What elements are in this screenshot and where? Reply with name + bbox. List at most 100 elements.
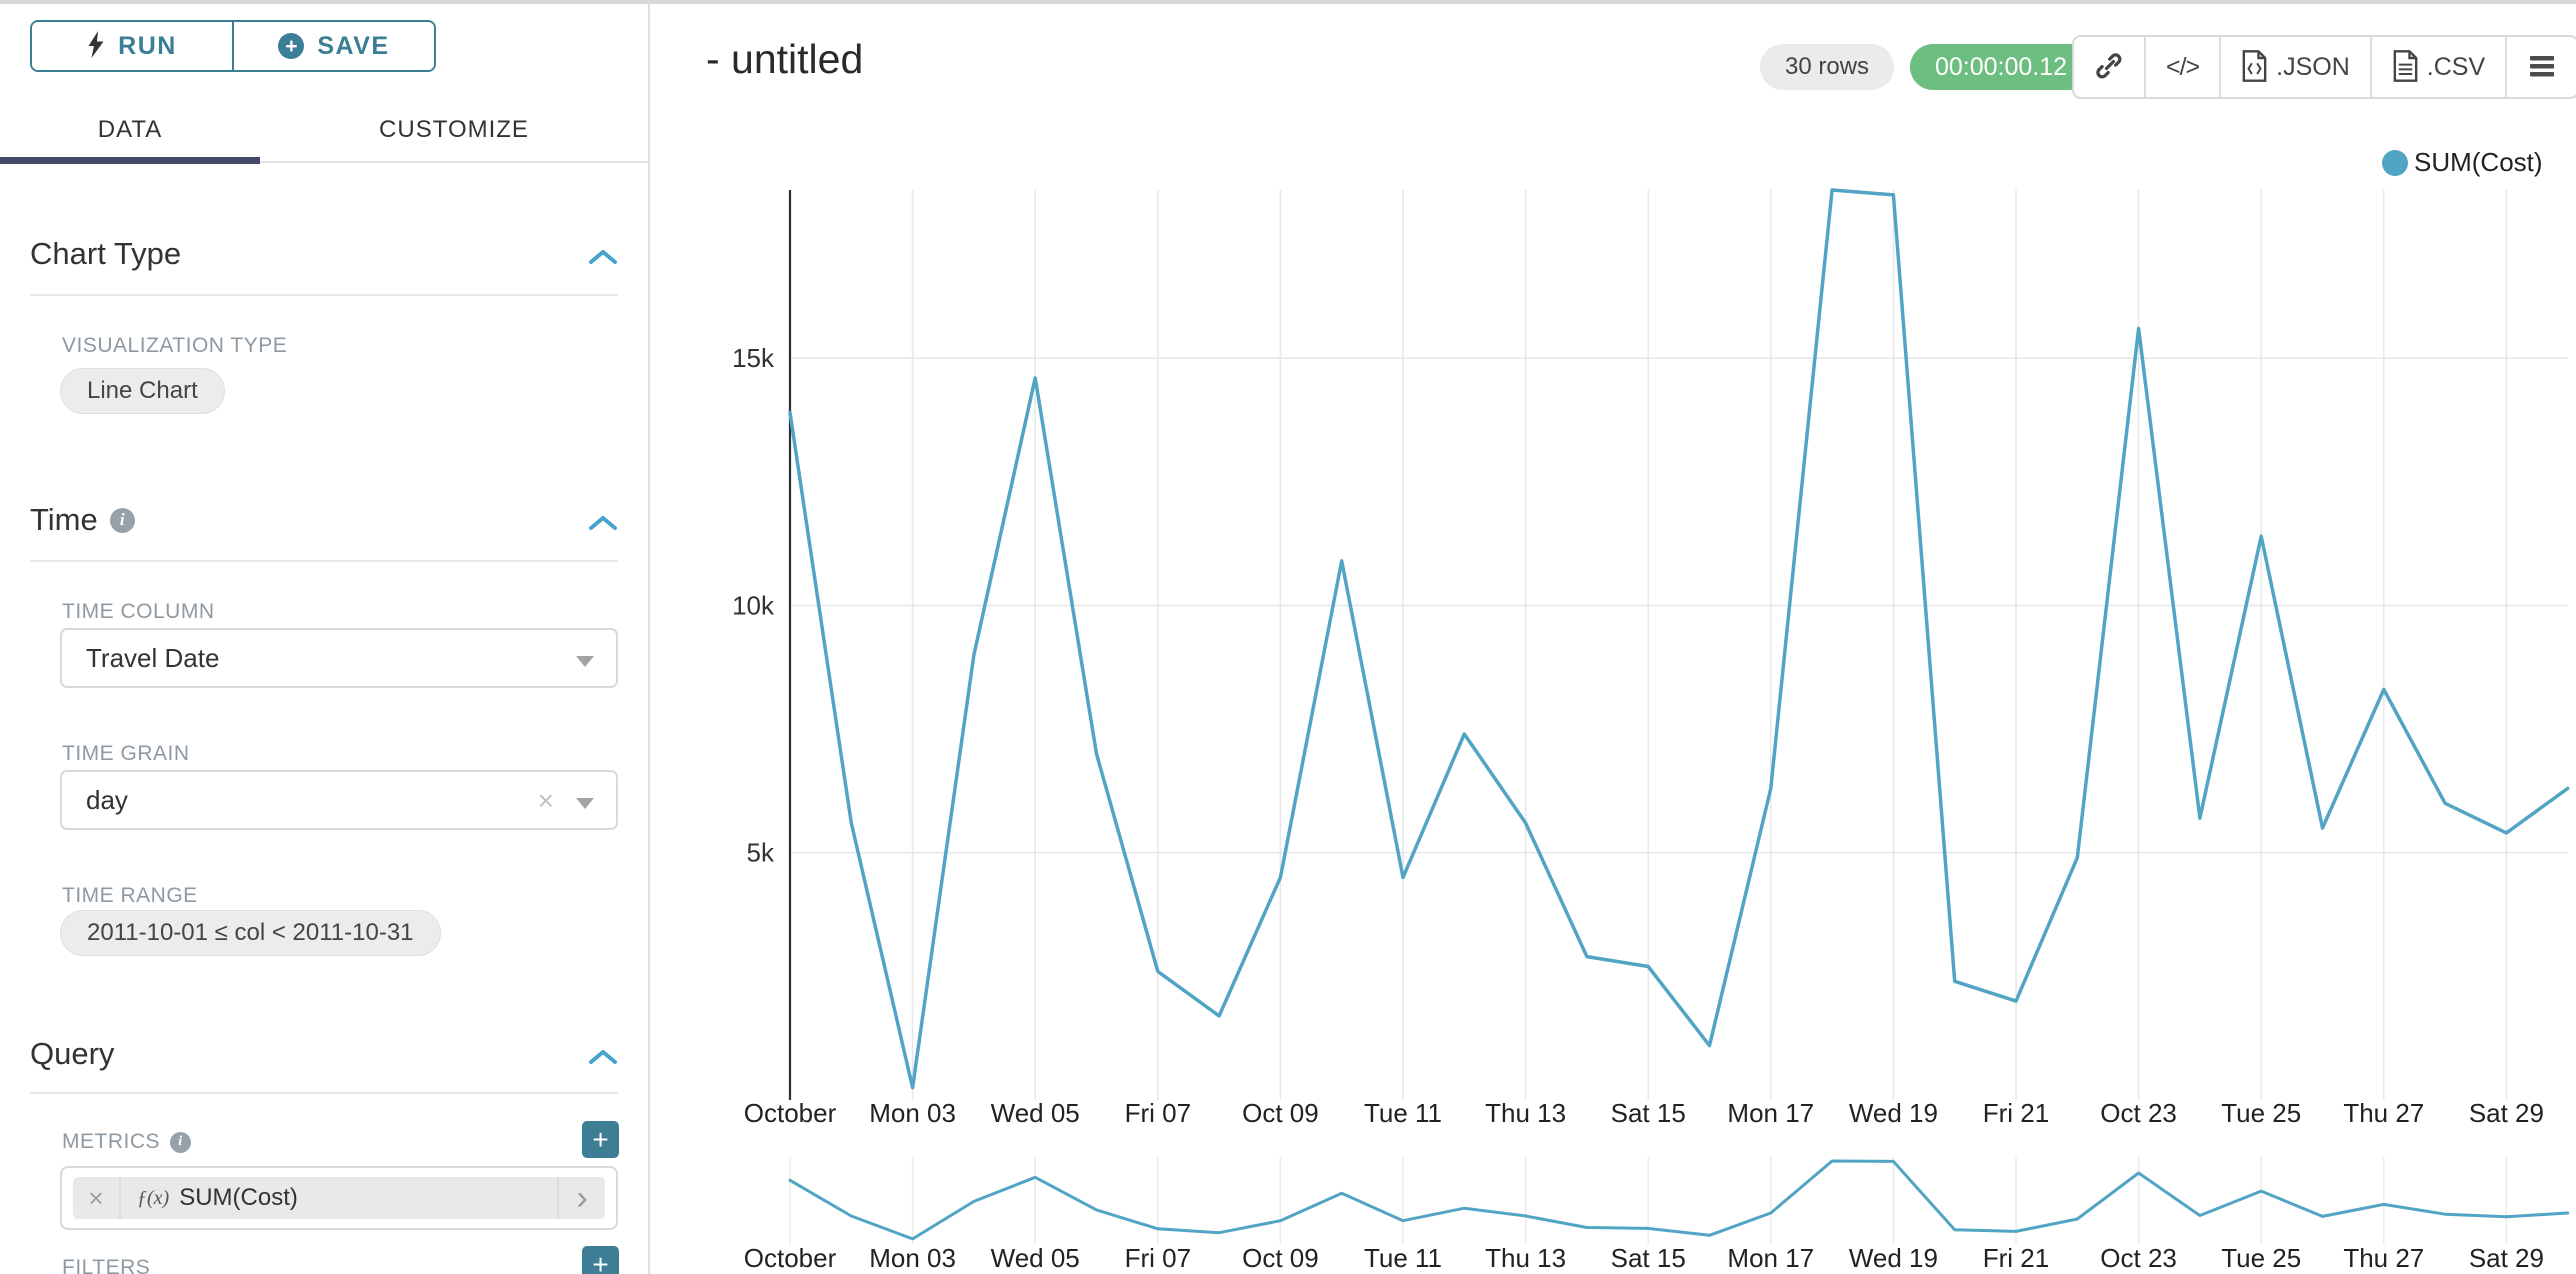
x-tick-label: Wed 05: [991, 1098, 1080, 1128]
run-button[interactable]: RUN: [32, 22, 232, 70]
active-tab-indicator: [0, 157, 260, 164]
section-title-time: Time i: [30, 502, 135, 538]
brush-x-tick-label: Sat 29: [2469, 1243, 2544, 1273]
time-range-value[interactable]: 2011-10-01 ≤ col < 2011-10-31: [60, 910, 441, 956]
csv-file-icon: [2392, 49, 2419, 85]
x-tick-label: Thu 27: [2343, 1098, 2424, 1128]
chip-divider: [557, 1177, 559, 1219]
chart-title[interactable]: - untitled: [706, 36, 864, 82]
tab-data[interactable]: DATA: [0, 102, 260, 158]
chevron-up-icon[interactable]: [588, 248, 618, 266]
filters-label: FILTERS: [62, 1256, 151, 1274]
query-timer-text: 00:00:00.12: [1935, 52, 2068, 81]
metric-name: SUM(Cost): [179, 1184, 298, 1211]
section-divider: [30, 560, 618, 562]
info-icon[interactable]: i: [170, 1131, 191, 1153]
brush-x-tick-label: Sat 15: [1611, 1243, 1686, 1273]
brush-x-tick-label: Fri 07: [1125, 1243, 1191, 1273]
button-divider: [232, 22, 234, 70]
run-button-label: RUN: [118, 31, 177, 60]
x-tick-label: Mon 17: [1727, 1098, 1814, 1128]
run-save-button-group: RUN + SAVE: [30, 20, 436, 72]
time-grain-select[interactable]: day ×: [60, 770, 618, 830]
x-tick-label: Sat 15: [1611, 1098, 1686, 1128]
metric-chip[interactable]: × ƒ(x) SUM(Cost) ›: [73, 1177, 605, 1219]
toolbar-divider: [2144, 37, 2146, 97]
x-tick-label: Oct 23: [2100, 1098, 2177, 1128]
tab-bar-divider: [0, 161, 648, 163]
x-tick-label: Sat 29: [2469, 1098, 2544, 1128]
metrics-container: × ƒ(x) SUM(Cost) ›: [60, 1166, 618, 1230]
code-icon: </>: [2166, 52, 2200, 81]
export-toolbar: </> .JSON .CSV: [2072, 35, 2576, 99]
section-divider: [30, 1092, 618, 1094]
save-button[interactable]: + SAVE: [234, 22, 434, 70]
chevron-right-icon[interactable]: ›: [576, 1179, 588, 1217]
legend-series-dot: [2382, 149, 2408, 176]
metrics-label-text: METRICS: [62, 1130, 160, 1153]
chevron-up-icon[interactable]: [588, 514, 618, 532]
chevron-up-icon[interactable]: [588, 1048, 618, 1066]
y-tick-label: 15k: [732, 343, 775, 373]
plus-circle-icon: +: [278, 33, 305, 59]
metrics-label: METRICS i: [62, 1130, 191, 1154]
brush-x-tick-label: Thu 13: [1485, 1243, 1566, 1273]
export-json-button[interactable]: .JSON: [2221, 37, 2370, 97]
time-range-label: TIME RANGE: [62, 884, 198, 907]
x-tick-label: Tue 25: [2221, 1098, 2301, 1128]
chevron-down-icon: [576, 798, 594, 809]
time-grain-value: day: [86, 784, 128, 815]
brush-x-tick-label: Mon 03: [869, 1243, 956, 1273]
top-border: [0, 0, 2576, 4]
add-metric-button[interactable]: +: [582, 1121, 619, 1158]
x-tick-label: Fri 21: [1983, 1098, 2049, 1128]
row-count-badge: 30 rows: [1760, 44, 1895, 90]
time-column-label: TIME COLUMN: [62, 600, 215, 623]
query-timer-badge: 00:00:00.12: [1910, 44, 2093, 90]
control-panel-sidebar: RUN + SAVE DATA CUSTOMIZE Chart Type VIS…: [0, 4, 650, 1274]
brush-trend-line[interactable]: [788, 1159, 2570, 1241]
chart-legend[interactable]: SUM(Cost): [2382, 147, 2543, 178]
share-link-button[interactable]: [2074, 37, 2144, 97]
chip-divider: [119, 1177, 121, 1219]
view-query-button[interactable]: </>: [2146, 37, 2220, 97]
clear-icon[interactable]: ×: [537, 785, 554, 816]
brush-x-tick-label: Tue 11: [1364, 1243, 1442, 1273]
export-json-label: .JSON: [2276, 52, 2350, 81]
tab-data-label: DATA: [97, 116, 163, 143]
y-tick-label: 5k: [747, 838, 775, 868]
info-icon[interactable]: i: [109, 507, 135, 533]
section-title-query: Query: [30, 1036, 115, 1071]
x-tick-label: Thu 13: [1485, 1098, 1566, 1128]
toolbar-divider: [2505, 37, 2508, 97]
link-icon: [2094, 51, 2124, 84]
x-tick-label: Fri 07: [1125, 1098, 1191, 1128]
time-range-text: 2011-10-01 ≤ col < 2011-10-31: [87, 919, 414, 946]
menu-button[interactable]: [2507, 37, 2576, 97]
tab-customize[interactable]: CUSTOMIZE: [260, 102, 648, 158]
export-csv-button[interactable]: .CSV: [2371, 37, 2506, 97]
time-column-select[interactable]: Travel Date: [60, 628, 618, 688]
brush-x-tick-label: Mon 17: [1727, 1243, 1814, 1273]
brush-x-tick-label: Wed 05: [991, 1243, 1080, 1273]
brush-x-tick-label: Oct 09: [1242, 1243, 1319, 1273]
time-column-value: Travel Date: [86, 642, 220, 673]
brush-x-tick-label: Thu 27: [2343, 1243, 2424, 1273]
remove-metric-icon[interactable]: ×: [88, 1182, 104, 1213]
y-tick-label: 10k: [732, 590, 775, 620]
tab-customize-label: CUSTOMIZE: [379, 116, 529, 143]
viz-type-text: Line Chart: [87, 377, 198, 404]
brush-x-tick-label: Tue 25: [2221, 1243, 2301, 1273]
x-tick-label: October: [744, 1098, 837, 1128]
visualization-type-value[interactable]: Line Chart: [60, 368, 225, 414]
cost-trend-line[interactable]: [788, 188, 2570, 1090]
brush-x-tick-label: Wed 19: [1849, 1243, 1938, 1273]
legend-series-label: SUM(Cost): [2414, 147, 2543, 177]
section-divider: [30, 294, 618, 296]
brush-x-tick-label: Oct 23: [2100, 1243, 2177, 1273]
add-filter-button[interactable]: +: [582, 1246, 619, 1274]
toolbar-divider: [2219, 37, 2222, 97]
json-file-icon: [2241, 49, 2268, 85]
